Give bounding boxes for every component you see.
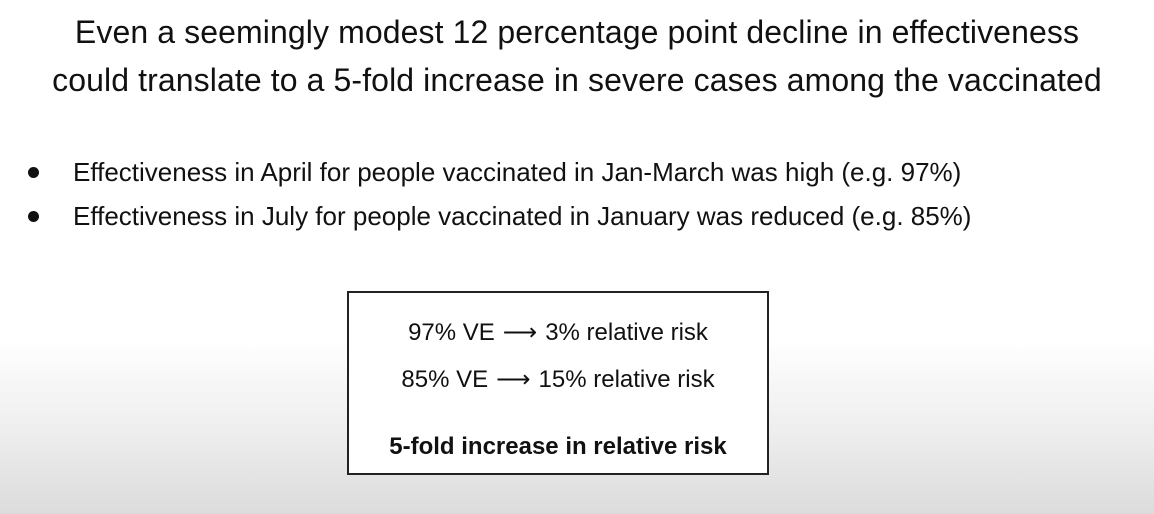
relative-risk-value: 15% relative risk [538,366,715,393]
arrow-right-icon: ⟶ [502,319,538,346]
ve-value: 97% VE [408,319,495,346]
bullet-text: Effectiveness in July for people vaccina… [73,201,972,231]
conclusion-text: 5-fold increase in relative risk [389,433,727,460]
bullet-item-july: Effectiveness in July for people vaccina… [24,194,1149,238]
bullet-dot-icon [28,211,39,222]
bullet-text: Effectiveness in April for people vaccin… [73,157,962,187]
bullet-item-april: Effectiveness in April for people vaccin… [24,150,1149,194]
title-line-1: Even a seemingly modest 12 percentage po… [74,14,1080,50]
relative-risk-value: 3% relative risk [545,319,708,346]
risk-row-85: 85% VE ⟶ 15% relative risk [349,364,767,396]
arrow-right-icon: ⟶ [496,366,531,393]
bullet-list: Effectiveness in April for people vaccin… [24,150,1149,238]
title-line-2: could translate to a 5-fold increase in … [52,62,1102,98]
slide-title: Even a seemingly modest 12 percentage po… [0,8,1154,104]
risk-row-97: 97% VE ⟶ 3% relative risk [349,317,767,349]
ve-value: 85% VE [401,366,489,393]
relative-risk-box: 97% VE ⟶ 3% relative risk 85% VE ⟶ 15% relat… [347,291,769,475]
bullet-dot-icon [28,167,39,178]
